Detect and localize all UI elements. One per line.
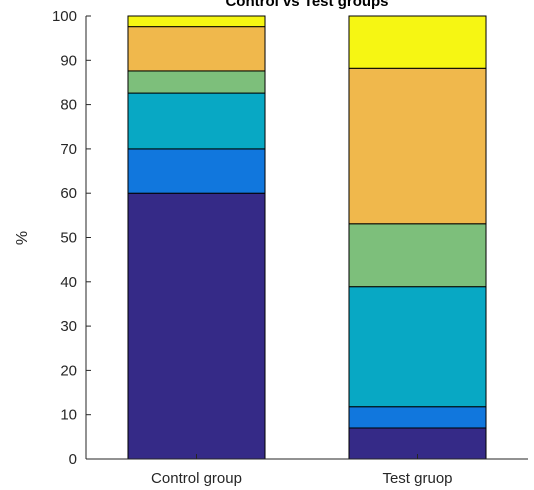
bar-segment xyxy=(127,148,266,194)
y-axis-label: % xyxy=(14,231,31,245)
bars-layer xyxy=(127,15,487,460)
bar-segment xyxy=(348,286,487,408)
bar-segment xyxy=(127,92,266,150)
bar-segment xyxy=(127,192,266,460)
y-tick-label: 90 xyxy=(60,52,77,69)
bar-segment xyxy=(348,427,487,460)
y-tick-label: 10 xyxy=(60,407,77,424)
y-tick-label: 40 xyxy=(60,274,77,291)
bar-segment xyxy=(348,223,487,288)
x-tick-label: Control group xyxy=(151,470,242,487)
y-tick-label: 0 xyxy=(69,451,77,468)
y-tick-label: 30 xyxy=(60,318,77,335)
bar-segment xyxy=(127,15,266,28)
bar-segment xyxy=(127,26,266,72)
bar-segment xyxy=(348,67,487,225)
bar-segment xyxy=(348,406,487,429)
x-tick-label: Test gruop xyxy=(382,470,452,487)
bar-segment xyxy=(127,70,266,94)
y-tick-label: 50 xyxy=(60,230,77,247)
y-tick-label: 20 xyxy=(60,362,77,379)
chart-title: Control vs Test groups xyxy=(225,0,388,10)
axes-layer: 0 10 20 30 40 50 60 70 80 90 100 Control group Test … xyxy=(52,8,528,487)
y-tick-label: 100 xyxy=(52,8,77,25)
y-tick-label: 70 xyxy=(60,141,77,158)
y-tick-label: 80 xyxy=(60,97,77,114)
y-tick-label: 60 xyxy=(60,185,77,202)
bar-segment xyxy=(348,15,487,69)
